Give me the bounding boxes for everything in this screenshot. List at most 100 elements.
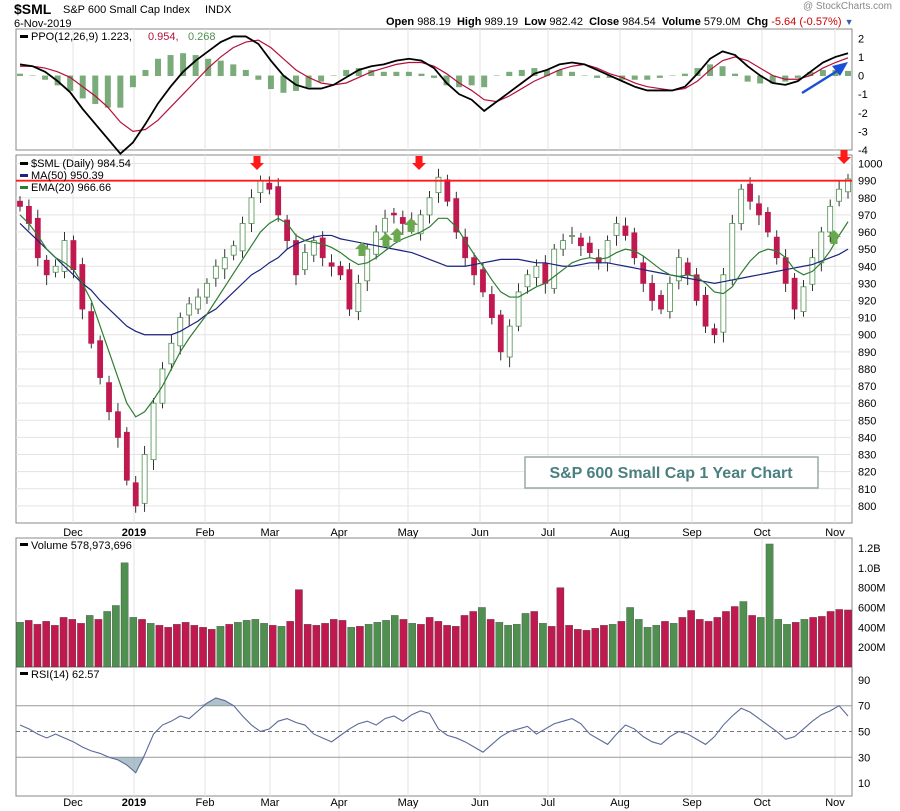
ppo-histogram-bar	[845, 70, 851, 77]
volume-bar	[173, 624, 181, 668]
price-candle-body	[675, 257, 682, 282]
volume-bar	[800, 619, 809, 668]
price-candle-body	[729, 223, 736, 281]
green-up-arrow-stem	[407, 225, 415, 232]
rsi-line	[19, 697, 849, 774]
rsi-legend-swatch	[20, 672, 28, 675]
ppo-histogram-bar	[819, 69, 826, 77]
price-candle-body	[248, 197, 255, 224]
watermark-label: @ StockCharts.com	[802, 1, 892, 12]
price-candle-body	[373, 231, 380, 255]
red-down-arrow-stem	[840, 150, 848, 157]
ppo-line	[19, 35, 849, 156]
price-candle-body	[684, 262, 691, 276]
price-candle-body	[346, 269, 353, 310]
price-candle-body	[738, 188, 745, 224]
volume-bar	[216, 626, 225, 668]
price-candle-body	[319, 237, 326, 259]
price-y-tick-label: 860	[858, 398, 876, 410]
volume-bar	[713, 617, 722, 668]
price-y-tick-label: 990	[858, 176, 876, 188]
volume-bar	[547, 626, 556, 668]
volume-bar	[556, 587, 565, 668]
price-candle-body	[693, 274, 700, 301]
x-axis-bottom-label-nov: Nov	[825, 797, 845, 809]
volume-bar	[469, 611, 477, 668]
price-candle-body	[435, 176, 442, 194]
volume-bar	[495, 622, 504, 668]
volume-bar	[626, 607, 634, 668]
ppo-histogram-bar	[744, 75, 751, 82]
x-axis-label-apr: Apr	[330, 527, 347, 539]
price-y-tick-label: 910	[858, 313, 876, 325]
chg-label: Chg	[746, 16, 769, 28]
ppo-histogram-bar	[293, 75, 299, 91]
ppo-histogram-bar	[681, 73, 688, 77]
price-candle-body	[337, 265, 344, 276]
volume-bar	[783, 624, 791, 668]
price-candle-body	[488, 294, 495, 319]
x-axis-bottom-label-sep: Sep	[682, 797, 702, 809]
green-up-arrow-head	[404, 218, 418, 225]
volume-bar	[539, 623, 547, 668]
volume-bar	[678, 617, 687, 668]
ppo-histogram-bar	[280, 75, 287, 93]
red-down-arrow-head	[250, 163, 264, 170]
price-candle-body	[266, 182, 273, 190]
volume-bar	[94, 619, 103, 668]
rsi-y-tick-label: 70	[858, 701, 870, 713]
volume-bar	[155, 625, 164, 668]
price-candle-body	[123, 431, 130, 481]
ppo-y-tick-label: 2	[858, 33, 864, 45]
volume-bar	[748, 615, 756, 668]
x-axis-bottom-label-feb: Feb	[196, 797, 215, 809]
ppo-histogram-bar	[669, 75, 676, 77]
price-y-tick-label: 950	[858, 244, 876, 256]
price-candle-body	[150, 402, 157, 461]
ppo-histogram-bar	[694, 68, 701, 77]
x-axis-bottom-label-jul: Jul	[541, 797, 555, 809]
ppo-histogram-bar	[67, 75, 74, 91]
ma50-legend-label: MA(50) 950.39	[31, 170, 104, 182]
price-candle-body	[542, 263, 549, 284]
x-axis-bottom-label-jun: Jun	[471, 797, 489, 809]
price-candle-body	[560, 240, 566, 250]
volume-bar	[85, 615, 94, 668]
ppo-histogram-bar	[92, 75, 99, 104]
red-down-arrow-stem	[253, 156, 261, 163]
x-axis-label-may: May	[398, 527, 419, 539]
volume-value: 579.0M	[703, 16, 741, 28]
volume-bar	[199, 627, 207, 668]
ppo-histogram-bar	[17, 73, 23, 77]
close-label: Close	[589, 16, 620, 28]
x-axis-label-dec: Dec	[63, 527, 83, 539]
volume-bar	[652, 625, 661, 668]
price-y-tick-label: 830	[858, 450, 876, 462]
ppo-histogram-bar	[769, 75, 776, 84]
x-axis-label-oct: Oct	[753, 527, 770, 539]
volume-bar	[443, 625, 451, 668]
volume-bar	[504, 625, 512, 668]
price-candle-body	[702, 294, 709, 327]
ppo-histogram-bar	[782, 75, 789, 82]
price-candle-body	[310, 240, 317, 256]
chevron-down-icon[interactable]: ▼	[844, 17, 854, 27]
x-axis-label-sep: Sep	[682, 527, 702, 539]
price-candle-body	[667, 282, 673, 313]
ppo-histogram-bar	[368, 69, 375, 77]
volume-bar	[303, 624, 312, 668]
price-candle-body	[791, 277, 798, 310]
volume-bar	[77, 623, 85, 668]
ppo-histogram-bar	[569, 71, 575, 77]
x-axis-label-2019: 2019	[122, 527, 146, 539]
volume-bar	[643, 627, 652, 668]
price-candle-body	[141, 454, 148, 504]
price-candle-body	[569, 235, 575, 237]
ppo-histogram-bar	[142, 69, 149, 77]
price-y-tick-label: 930	[858, 278, 876, 290]
ppo-signal-line	[20, 39, 849, 133]
price-candle-body	[613, 223, 620, 236]
price-y-tick-label: 970	[858, 210, 876, 222]
green-up-arrow-stem	[393, 235, 401, 242]
x-axis-bottom-label-mar: Mar	[261, 797, 280, 809]
